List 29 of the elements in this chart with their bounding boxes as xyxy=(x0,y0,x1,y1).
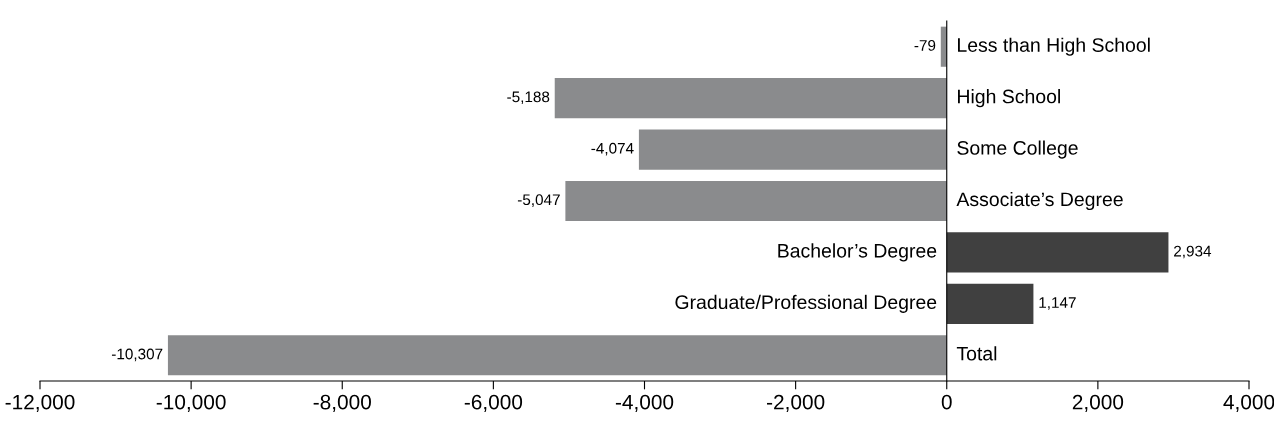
data-label: 1,147 xyxy=(1039,297,1076,310)
data-label: -10,307 xyxy=(111,348,163,362)
x-tick-label: -12,000 xyxy=(5,394,75,412)
y-tick-label: Associate’s Degree xyxy=(956,191,1123,211)
y-tick-label: Graduate/Professional Degree xyxy=(675,294,937,313)
data-label: -4,074 xyxy=(591,142,634,156)
x-tick-label: -10,000 xyxy=(156,394,226,412)
x-tick-label: -8,000 xyxy=(313,394,371,412)
y-tick-label: High School xyxy=(958,89,1060,108)
x-tick-label: -4,000 xyxy=(615,394,674,412)
bar xyxy=(554,78,947,119)
data-label: -79 xyxy=(914,40,936,51)
x-tick-label: -2,000 xyxy=(767,394,825,412)
bar xyxy=(565,180,947,222)
x-tick-label: 2,000 xyxy=(1072,394,1124,412)
data-label: -5,047 xyxy=(517,194,560,207)
bar xyxy=(946,283,1034,324)
bar xyxy=(638,129,947,170)
y-tick-label: Less than High School xyxy=(958,37,1150,56)
data-label: 2,934 xyxy=(1174,245,1212,259)
x-tick-label: -6,000 xyxy=(464,394,523,412)
bar xyxy=(167,335,947,376)
y-tick-label: Total xyxy=(956,346,997,361)
y-tick-label: Bachelor’s Degree xyxy=(778,243,937,262)
x-tick-label: 0 xyxy=(941,394,952,410)
data-label: -5,188 xyxy=(507,91,550,105)
y-tick-label: Some College xyxy=(957,140,1078,159)
x-tick-label: 4,000 xyxy=(1223,394,1274,412)
bar xyxy=(946,232,1169,273)
